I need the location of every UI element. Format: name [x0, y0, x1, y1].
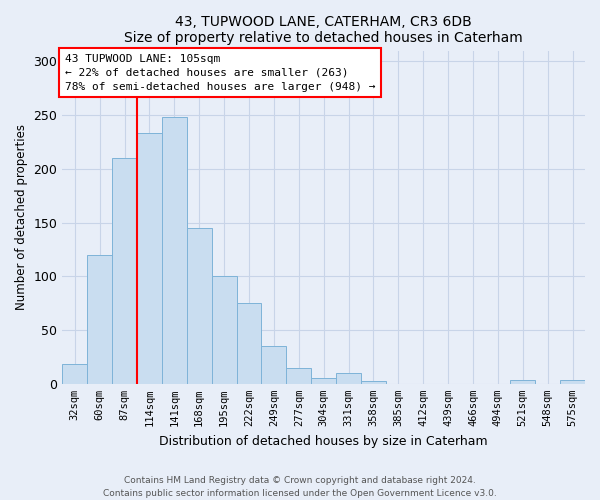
Bar — [511, 380, 535, 384]
Bar — [262, 346, 286, 384]
Bar — [336, 373, 361, 384]
Text: Contains HM Land Registry data © Crown copyright and database right 2024.
Contai: Contains HM Land Registry data © Crown c… — [103, 476, 497, 498]
Bar — [162, 117, 187, 384]
Bar — [311, 378, 336, 384]
Text: 43 TUPWOOD LANE: 105sqm
← 22% of detached houses are smaller (263)
78% of semi-d: 43 TUPWOOD LANE: 105sqm ← 22% of detache… — [65, 54, 375, 92]
Bar — [361, 380, 386, 384]
Bar — [112, 158, 137, 384]
Title: 43, TUPWOOD LANE, CATERHAM, CR3 6DB
Size of property relative to detached houses: 43, TUPWOOD LANE, CATERHAM, CR3 6DB Size… — [124, 15, 523, 45]
Bar — [187, 228, 212, 384]
Bar — [87, 255, 112, 384]
Bar — [560, 380, 585, 384]
Bar — [236, 303, 262, 384]
Y-axis label: Number of detached properties: Number of detached properties — [15, 124, 28, 310]
Bar — [212, 276, 236, 384]
Bar — [286, 368, 311, 384]
X-axis label: Distribution of detached houses by size in Caterham: Distribution of detached houses by size … — [160, 434, 488, 448]
Bar — [62, 364, 87, 384]
Bar — [137, 134, 162, 384]
